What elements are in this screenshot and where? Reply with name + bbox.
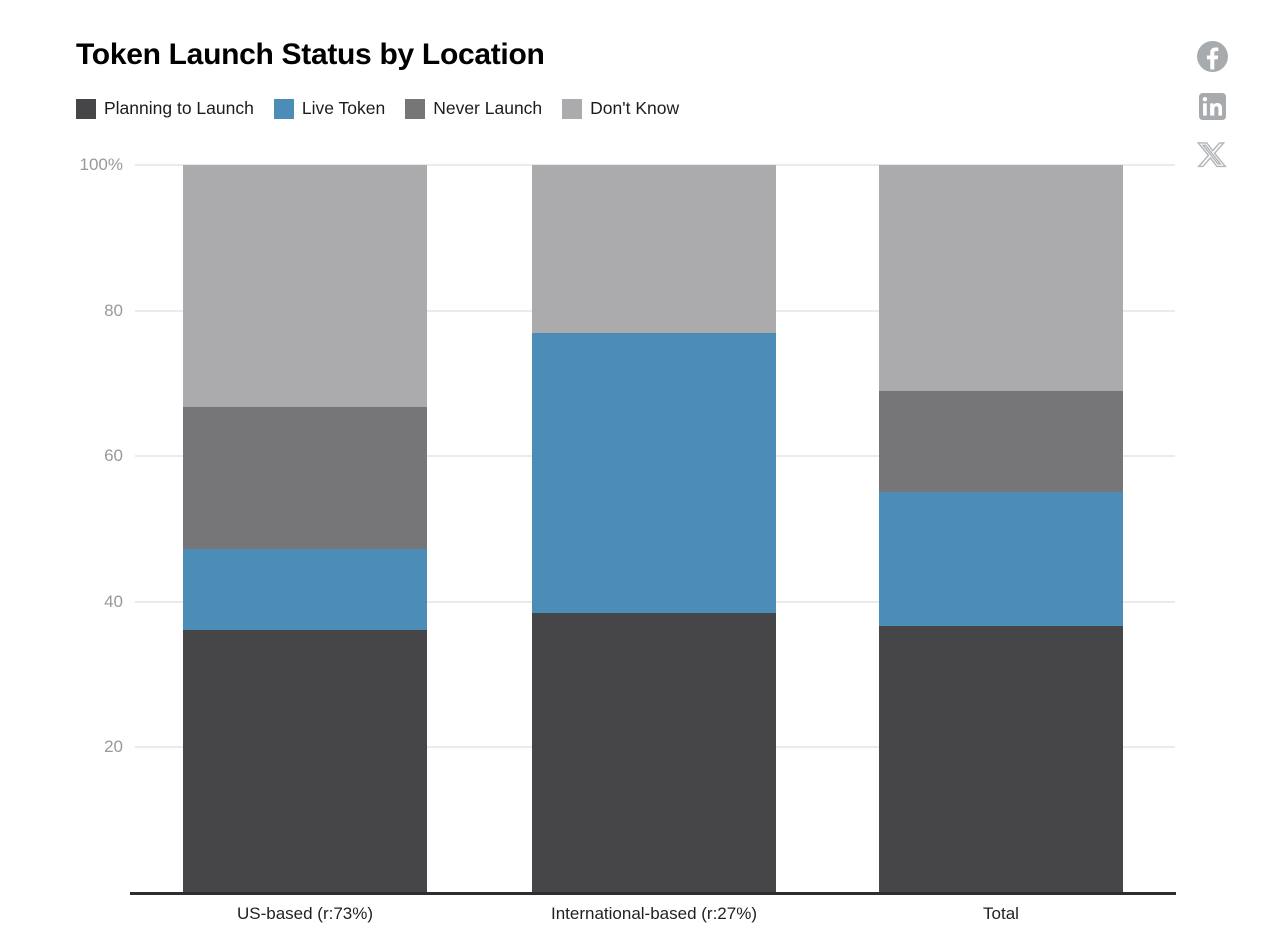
y-axis-tick-label: 100% xyxy=(79,155,123,174)
chart-title: Token Launch Status by Location xyxy=(76,38,545,71)
legend-swatch-never-launch-icon xyxy=(405,98,426,119)
x-axis-line xyxy=(130,892,1176,895)
bar-segment-don-t-know[interactable] xyxy=(879,165,1123,391)
bar-total xyxy=(879,165,1123,893)
bar-segment-planning-to-launch[interactable] xyxy=(879,625,1123,893)
legend-item-dont-know[interactable]: Don't Know xyxy=(562,98,679,119)
bar-segment-planning-to-launch[interactable] xyxy=(532,612,776,893)
x-axis-label-total: Total xyxy=(983,904,1019,923)
legend-label: Live Token xyxy=(301,98,386,118)
facebook-share-icon[interactable] xyxy=(1196,41,1228,72)
bar-segment-live-token[interactable] xyxy=(879,491,1123,626)
bar-segment-never-launch[interactable] xyxy=(183,407,427,550)
legend-item-live-token[interactable]: Live Token xyxy=(273,98,386,119)
legend-label: Never Launch xyxy=(433,98,543,118)
legend-swatch-live-token-icon xyxy=(273,98,294,119)
bar-segment-live-token[interactable] xyxy=(532,333,776,613)
plot-area: 20 40 60 80 100% xyxy=(80,155,1175,893)
legend-label: Don't Know xyxy=(590,98,680,118)
linkedin-share-icon[interactable] xyxy=(1198,93,1226,120)
legend-swatch-dont-know-icon xyxy=(562,98,583,119)
bar-segment-don-t-know[interactable] xyxy=(532,165,776,334)
bar-segment-live-token[interactable] xyxy=(183,549,427,631)
chart-legend: Planning to Launch Live Token Never Laun… xyxy=(76,98,679,119)
x-axis-label-international-based-r-27: International-based (r:27%) xyxy=(550,904,758,923)
x-axis-label-us-based-r-73: US-based (r:73%) xyxy=(236,904,374,923)
legend-label: Planning to Launch xyxy=(104,98,254,118)
bar-segment-never-launch[interactable] xyxy=(879,390,1123,492)
legend-swatch-planning-to-launch-icon xyxy=(76,98,96,119)
legend-item-never-launch[interactable]: Never Launch xyxy=(405,98,542,119)
bar-us-based-r-73 xyxy=(183,165,427,893)
legend-item-planning-to-launch[interactable]: Planning to Launch xyxy=(76,98,254,119)
bar-segment-don-t-know[interactable] xyxy=(183,165,427,408)
y-axis-tick-label: 60 xyxy=(104,446,123,466)
y-axis-tick-label: 20 xyxy=(104,737,123,757)
social-share-buttons xyxy=(1196,41,1228,171)
y-axis-tick-label: 80 xyxy=(104,300,123,320)
bar-segment-planning-to-launch[interactable] xyxy=(183,630,427,893)
x-share-icon[interactable] xyxy=(1196,141,1228,171)
gridline-100 xyxy=(135,164,1175,166)
y-axis-tick-label: 40 xyxy=(104,591,123,611)
bar-international-based-r-27 xyxy=(532,165,776,893)
